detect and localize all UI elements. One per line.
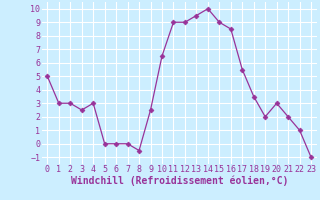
- X-axis label: Windchill (Refroidissement éolien,°C): Windchill (Refroidissement éolien,°C): [70, 176, 288, 186]
